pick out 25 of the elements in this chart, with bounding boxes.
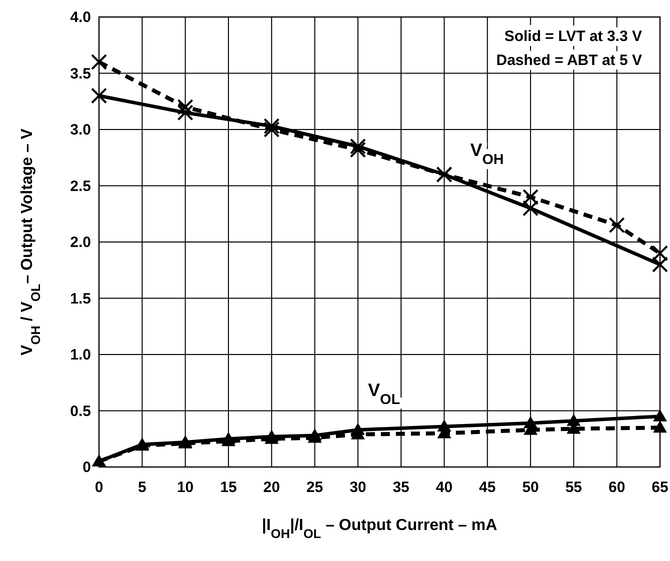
y-tick-label: 3.5 xyxy=(70,65,91,82)
x-tick-label: 5 xyxy=(138,479,146,496)
x-tick-label: 20 xyxy=(263,479,280,496)
y-tick-label: 1.0 xyxy=(70,346,91,364)
annotation: V$_{OL}$ xyxy=(368,380,400,408)
x-tick-label: 35 xyxy=(392,479,410,496)
x-tick-label: 15 xyxy=(220,479,237,496)
x-tick-label: 60 xyxy=(608,479,626,496)
x-tick-label: 30 xyxy=(350,479,366,496)
x-axis-title: |I$_{OH}$|/I$_{OL}$ – Output Current – mA xyxy=(262,517,498,540)
x-tick-label: 55 xyxy=(565,479,582,496)
x-tick-label: 25 xyxy=(306,479,324,496)
y-tick-label: 3.0 xyxy=(70,122,91,138)
x-tick-label: 40 xyxy=(436,479,453,496)
x-tick-label: 10 xyxy=(176,479,194,496)
x-tick-label: 50 xyxy=(522,479,539,496)
y-tick-label: 2.0 xyxy=(70,234,91,251)
y-tick-label: 0.5 xyxy=(70,402,91,420)
x-tick-label: 65 xyxy=(652,479,668,496)
y-tick-label: 2.5 xyxy=(70,178,91,195)
y-tick-label: 0 xyxy=(82,459,91,476)
x-tick-label: 45 xyxy=(479,479,496,496)
x-tick-label: 0 xyxy=(94,479,104,496)
y-tick-label: 1.5 xyxy=(70,290,91,308)
y-tick-label: 4.0 xyxy=(70,9,91,26)
